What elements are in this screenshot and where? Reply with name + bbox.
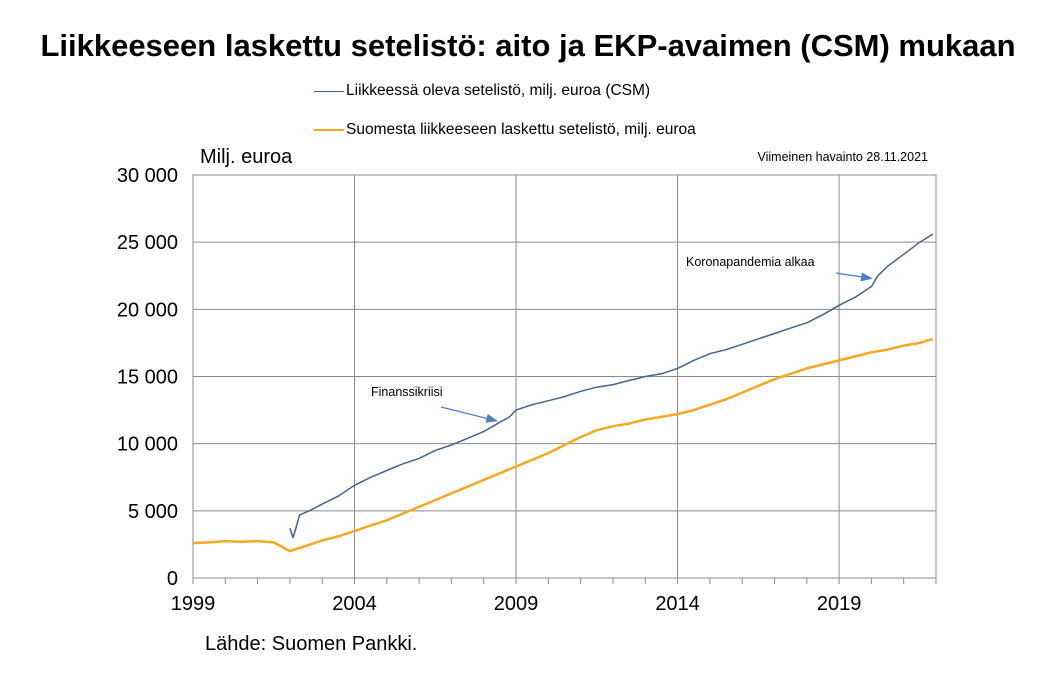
series-line-csm [289,233,934,539]
annotation-financial-crisis: Finanssikriisi [371,385,443,399]
x-tick-label: 2004 [332,593,377,615]
plot-area-frame [192,174,937,579]
y-tick-label: 10 000 [117,434,178,456]
legend-swatch-finland [314,129,344,131]
annotation-arrow-financial-crisis [440,406,498,423]
series-line-finland [192,337,934,553]
chart-title: Liikkeeseen laskettu setelistö: aito ja … [40,28,1016,63]
x-tick-label: 1999 [171,593,216,615]
legend-item-csm: Liikkeessä oleva setelistö, milj. euroa … [314,81,650,101]
x-tick-label: 2019 [817,593,862,615]
legend-item-finland: Suomesta liikkeeseen laskettu setelistö,… [314,120,696,140]
y-tick-label: 5 000 [128,501,178,523]
y-tick-label: 30 000 [117,165,178,187]
y-tick-label: 20 000 [117,299,178,321]
x-tick-label: 2014 [655,593,700,615]
y-tick-label: 0 [167,568,178,590]
annotation-pandemic: Koronapandemia alkaa [686,255,815,269]
legend-label-finland: Suomesta liikkeeseen laskettu setelistö,… [346,121,696,138]
y-tick-label: 25 000 [117,232,178,254]
y-axis-unit-label: Milj. euroa [200,146,293,168]
x-tick-label: 2009 [494,593,539,615]
y-tick-label: 15 000 [117,367,178,389]
annotation-arrow-pandemic [835,272,873,282]
source-note: Lähde: Suomen Pankki. [205,633,418,655]
legend-label-csm: Liikkeessä oleva setelistö, milj. euroa … [346,82,651,99]
legend-swatch-csm [314,90,344,92]
last-observation-note: Viimeinen havainto 28.11.2021 [757,150,928,164]
